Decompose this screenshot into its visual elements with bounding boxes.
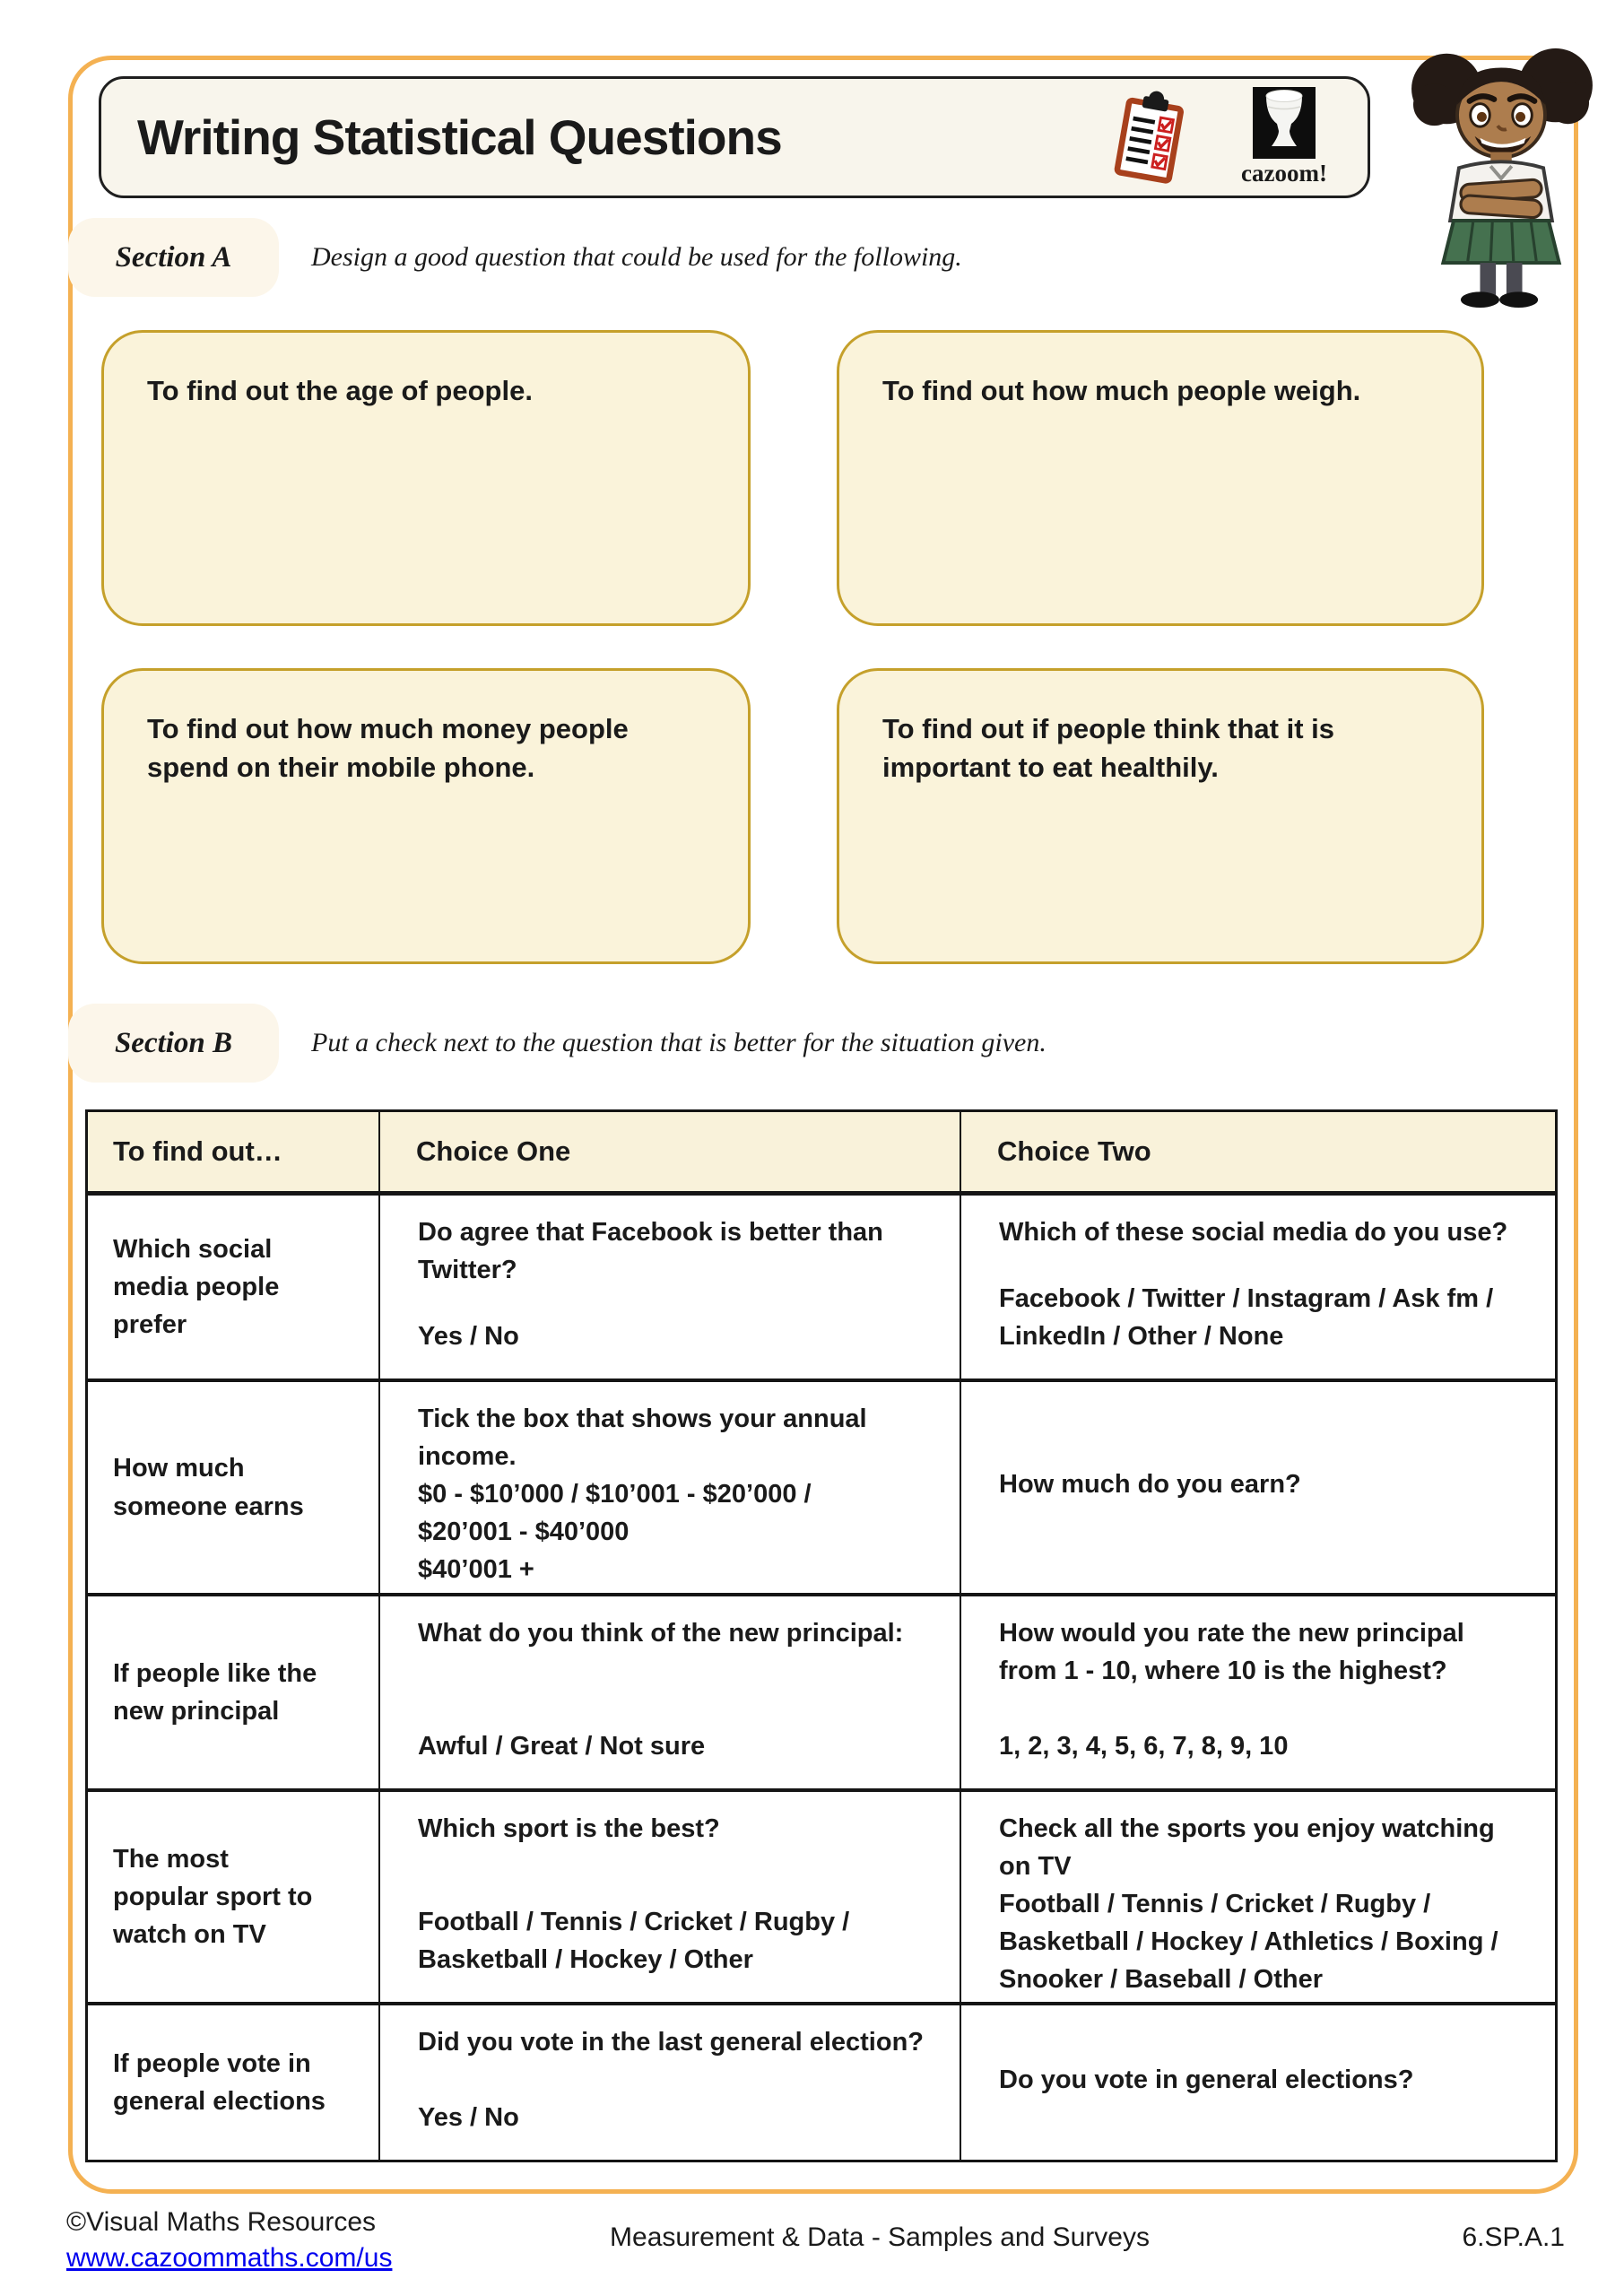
choice-options: Facebook / Twitter / Instagram / Ask fm …	[999, 1283, 1494, 1351]
section-b-label: Section B	[68, 1004, 279, 1083]
footer-standard-code: 6.SP.A.1	[1462, 2222, 1565, 2252]
choice-question: Do agree that Facebook is better than Tw…	[418, 1218, 883, 1285]
choice-options: Football / Tennis / Cricket / Rugby / Ba…	[418, 1907, 850, 1974]
student-illustration	[1411, 48, 1593, 309]
answer-box-prompt: To find out how much people weigh.	[882, 375, 1361, 406]
choice-two-cell[interactable]: Do you vote in general elections?	[961, 2005, 1555, 2160]
page-title: Writing Statistical Questions	[137, 109, 783, 165]
topic-cell: If people like the new principal	[88, 1596, 380, 1788]
choice-options: $0 - $10’000 / $10’001 - $20’000 / $20’0…	[418, 1480, 812, 1585]
choice-question: How would you rate the new principal fro…	[999, 1619, 1464, 1686]
answer-box-prompt: To find out how much money people spend …	[147, 713, 629, 783]
topic-cell: The most popular sport to watch on TV	[88, 1792, 380, 2002]
choice-options: Awful / Great / Not sure	[418, 1731, 706, 1761]
column-header-choice-two: Choice Two	[997, 1135, 1151, 1167]
section-b-instruction: Put a check next to the question that is…	[311, 1028, 1046, 1057]
cazoom-logo: cazoom!	[1235, 87, 1333, 187]
choice-question: Check all the sports you enjoy watching …	[999, 1814, 1495, 1882]
choice-two-cell[interactable]: Which of these social media do you use? …	[961, 1196, 1555, 1378]
header-icons: cazoom!	[1111, 87, 1333, 187]
choice-options: Yes / No	[418, 2102, 519, 2132]
table-row: If people vote in general elections Did …	[88, 2005, 1555, 2160]
choice-question: Which sport is the best?	[418, 1814, 720, 1843]
questions-table: To find out… Choice One Choice Two Which…	[85, 1109, 1558, 2162]
clipboard-checklist-icon	[1114, 91, 1184, 184]
topic-cell: If people vote in general elections	[88, 2005, 380, 2160]
choice-question: Did you vote in the last general electio…	[418, 2028, 924, 2057]
choice-one-cell[interactable]: Do agree that Facebook is better than Tw…	[380, 1196, 961, 1378]
choice-question: Do you vote in general elections?	[999, 2065, 1414, 2094]
cazoom-logo-text: cazoom!	[1241, 160, 1327, 187]
choice-one-cell[interactable]: Tick the box that shows your annual inco…	[380, 1382, 961, 1593]
choice-question: Tick the box that shows your annual inco…	[418, 1405, 867, 1472]
topic-cell: How much someone earns	[88, 1382, 380, 1593]
topic-cell: Which social media people prefer	[88, 1196, 380, 1378]
column-header-choice-one: Choice One	[380, 1112, 961, 1191]
choice-question: How much do you earn?	[999, 1470, 1301, 1500]
choice-two-cell[interactable]: How much do you earn?	[961, 1382, 1555, 1593]
table-row: How much someone earns Tick the box that…	[88, 1382, 1555, 1596]
answer-box-age[interactable]: To find out the age of people.	[101, 330, 751, 626]
footer-copyright: ©Visual Maths Resources	[66, 2207, 377, 2237]
table-row: If people like the new principal What do…	[88, 1596, 1555, 1792]
choice-one-cell[interactable]: Did you vote in the last general electio…	[380, 2005, 961, 2160]
section-a-header: Section A Design a good question that co…	[68, 218, 962, 297]
section-a-label: Section A	[68, 218, 279, 297]
choice-question: What do you think of the new principal:	[418, 1619, 904, 1648]
worksheet-header: Writing Statistical Questions	[99, 76, 1370, 198]
cazoom-drum-icon	[1253, 87, 1316, 159]
column-header-topic: To find out…	[88, 1112, 380, 1191]
table-row: Which social media people prefer Do agre…	[88, 1196, 1555, 1382]
table-row: The most popular sport to watch on TV Wh…	[88, 1792, 1555, 2005]
answer-box-eat-healthily[interactable]: To find out if people think that it is i…	[837, 668, 1484, 964]
table-header-row: To find out… Choice One Choice Two	[88, 1112, 1555, 1196]
answer-box-phone-spend[interactable]: To find out how much money people spend …	[101, 668, 751, 964]
section-b-header: Section B Put a check next to the questi…	[68, 1004, 1046, 1083]
choice-options: 1, 2, 3, 4, 5, 6, 7, 8, 9, 10	[999, 1731, 1289, 1761]
choice-options: Football / Tennis / Cricket / Rugby / Ba…	[999, 1890, 1498, 1995]
footer-link[interactable]: www.cazoommaths.com/us	[66, 2243, 393, 2273]
answer-box-weight[interactable]: To find out how much people weigh.	[837, 330, 1484, 626]
answer-box-prompt: To find out if people think that it is i…	[882, 713, 1334, 783]
footer-category: Measurement & Data - Samples and Surveys	[610, 2222, 1150, 2252]
choice-one-cell[interactable]: What do you think of the new principal: …	[380, 1596, 961, 1788]
section-a-instruction: Design a good question that could be use…	[311, 242, 962, 272]
choice-one-cell[interactable]: Which sport is the best? Football / Tenn…	[380, 1792, 961, 2002]
answer-box-prompt: To find out the age of people.	[147, 375, 533, 406]
choice-question: Which of these social media do you use?	[999, 1218, 1508, 1247]
choice-two-cell[interactable]: Check all the sports you enjoy watching …	[961, 1792, 1555, 2002]
footer-left: ©Visual Maths Resources www.cazoommaths.…	[66, 2205, 392, 2276]
choice-two-cell[interactable]: How would you rate the new principal fro…	[961, 1596, 1555, 1788]
choice-options: Yes / No	[418, 1321, 519, 1351]
